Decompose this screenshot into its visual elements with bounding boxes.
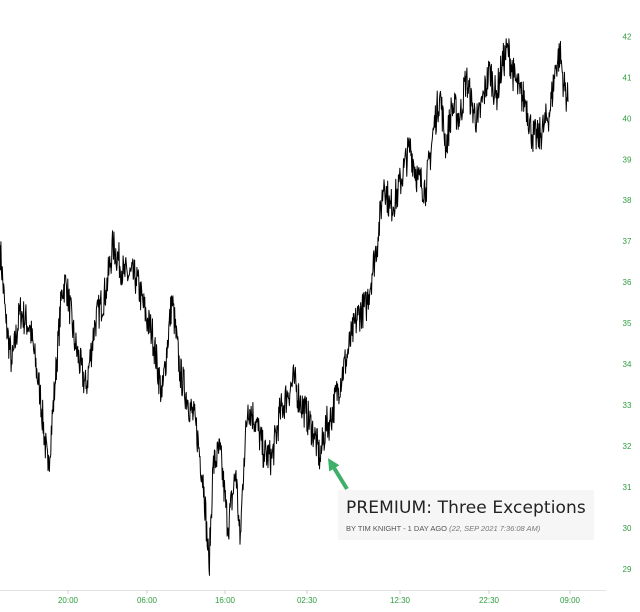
x-tick-label: 02:30 xyxy=(297,596,318,605)
post-byline: BY TIM KNIGHT - 1 DAY AGO xyxy=(346,524,448,533)
y-axis: 29 30 31 32 33 34 35 36 37 38 39 40 41 42 xyxy=(623,32,632,573)
y-tick-label: 38 xyxy=(623,196,632,205)
y-tick-label: 34 xyxy=(623,360,632,369)
post-title[interactable]: PREMIUM: Three Exceptions xyxy=(346,498,586,518)
annotation-arrow-shaft xyxy=(332,467,349,491)
post-meta: BY TIM KNIGHT - 1 DAY AGO (22, SEP 2021 … xyxy=(346,524,586,533)
y-tick-label: 36 xyxy=(623,278,632,287)
y-tick-label: 32 xyxy=(623,442,632,451)
y-tick-label: 42 xyxy=(623,32,632,41)
y-tick-label: 29 xyxy=(623,565,632,574)
price-line xyxy=(0,38,569,576)
x-axis: 20:00 06:00 16:00 02:30 12:30 22:30 09:00 xyxy=(58,590,581,605)
y-tick-label: 37 xyxy=(623,237,632,246)
x-tick-label: 16:00 xyxy=(215,596,236,605)
annotation-arrow xyxy=(328,458,349,491)
y-tick-label: 40 xyxy=(623,114,632,123)
x-tick-label: 22:30 xyxy=(479,596,500,605)
price-line-series xyxy=(0,38,569,576)
y-tick-label: 35 xyxy=(623,319,632,328)
x-tick-label: 06:00 xyxy=(137,596,158,605)
post-card[interactable]: PREMIUM: Three Exceptions BY TIM KNIGHT … xyxy=(338,490,594,540)
y-tick-label: 39 xyxy=(623,155,632,164)
y-tick-label: 30 xyxy=(623,524,632,533)
y-tick-label: 31 xyxy=(623,483,632,492)
x-tick-label: 12:30 xyxy=(390,596,411,605)
annotation-arrow-head xyxy=(328,458,340,472)
post-date: (22, SEP 2021 7:36:08 AM) xyxy=(449,524,541,533)
y-tick-label: 33 xyxy=(623,401,632,410)
x-tick-label: 20:00 xyxy=(58,596,79,605)
x-tick-label: 09:00 xyxy=(560,596,581,605)
y-tick-label: 41 xyxy=(623,73,632,82)
